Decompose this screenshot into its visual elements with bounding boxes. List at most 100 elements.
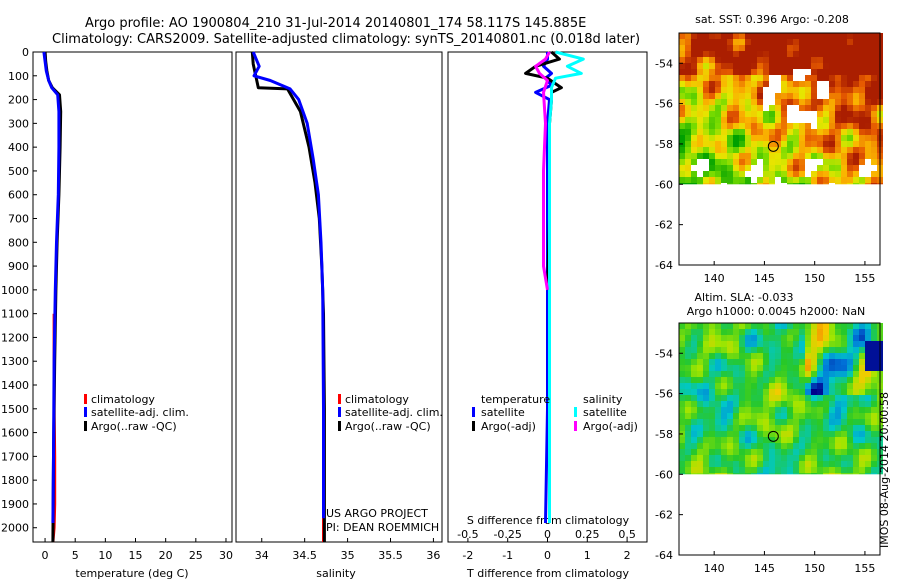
heatmap-cell <box>757 431 763 437</box>
x-tick-label: 155 <box>854 562 875 575</box>
heatmap-cell <box>823 323 829 329</box>
heatmap-cell <box>739 347 745 353</box>
heatmap-cell <box>763 105 769 111</box>
heatmap-cell <box>775 177 781 183</box>
heatmap-cell <box>727 341 733 347</box>
heatmap-cell <box>739 75 745 81</box>
heatmap-cell <box>787 39 793 45</box>
heatmap-cell <box>859 443 865 449</box>
heatmap-cell <box>775 105 781 111</box>
heatmap-cell <box>817 87 823 93</box>
heatmap-cell <box>769 371 775 377</box>
heatmap-cell <box>721 69 727 75</box>
heatmap-cell <box>757 75 763 81</box>
heatmap-cell <box>811 383 817 389</box>
heatmap-cell <box>763 99 769 105</box>
heatmap-cell <box>799 33 805 39</box>
heatmap-cell <box>697 449 703 455</box>
heatmap-cell <box>757 323 763 329</box>
heatmap-cell <box>793 347 799 353</box>
heatmap-cell <box>865 51 871 57</box>
heatmap-cell <box>847 425 853 431</box>
heatmap-cell <box>685 401 691 407</box>
heatmap-cell <box>751 347 757 353</box>
heatmap-cell <box>847 177 853 183</box>
heatmap-cell <box>793 449 799 455</box>
heatmap-cell <box>703 383 709 389</box>
heatmap-cell <box>733 111 739 117</box>
heatmap-cell <box>751 105 757 111</box>
heatmap-cell <box>799 141 805 147</box>
heatmap-cell <box>787 129 793 135</box>
heatmap-cell <box>769 365 775 371</box>
heatmap-cell <box>787 111 793 117</box>
heatmap-cell <box>745 87 751 93</box>
heatmap-cell <box>847 461 853 467</box>
heatmap-cell <box>829 431 835 437</box>
heatmap-cell <box>805 419 811 425</box>
heatmap-cell <box>835 461 841 467</box>
heatmap-cell <box>781 437 787 443</box>
heatmap-cell <box>799 461 805 467</box>
heatmap-cell <box>709 75 715 81</box>
heatmap-cell <box>751 437 757 443</box>
heatmap-cell <box>811 455 817 461</box>
heatmap-cell <box>847 33 853 39</box>
heatmap-cell <box>829 33 835 39</box>
heatmap-cell <box>745 359 751 365</box>
heatmap-cell <box>805 39 811 45</box>
x-tick-label: 34.5 <box>292 549 317 562</box>
heatmap-cell <box>865 99 871 105</box>
heatmap-cell <box>829 57 835 63</box>
heatmap-cell <box>709 87 715 93</box>
heatmap-cell <box>805 371 811 377</box>
y-tick-label: 400 <box>8 141 29 154</box>
heatmap-cell <box>757 141 763 147</box>
heatmap-cell <box>865 377 871 383</box>
heatmap-cell <box>817 341 823 347</box>
heatmap-cell <box>823 111 829 117</box>
heatmap-cell <box>715 419 721 425</box>
heatmap-cell <box>763 45 769 51</box>
heatmap-cell <box>721 45 727 51</box>
heatmap-cell <box>865 455 871 461</box>
heatmap-cell <box>691 437 697 443</box>
heatmap-cell <box>811 353 817 359</box>
heatmap-cell <box>793 39 799 45</box>
heatmap-cell <box>751 183 757 185</box>
heatmap-cell <box>841 383 847 389</box>
heatmap-cell <box>703 341 709 347</box>
heatmap-cell <box>727 425 733 431</box>
heatmap-cell <box>715 129 721 135</box>
heatmap-cell <box>853 177 859 183</box>
heatmap-cell <box>793 467 799 473</box>
heatmap-cell <box>793 57 799 63</box>
heatmap-cell <box>739 105 745 111</box>
heatmap-cell <box>859 323 865 329</box>
heatmap-cell <box>757 63 763 69</box>
heatmap-cell <box>823 63 829 69</box>
heatmap-cell <box>853 359 859 365</box>
heatmap-cell <box>781 425 787 431</box>
heatmap-cell <box>823 443 829 449</box>
heatmap-cell <box>727 467 733 473</box>
heatmap-cell <box>745 165 751 171</box>
heatmap-cell <box>871 467 877 473</box>
series-line-satelliteadjclim <box>42 51 61 524</box>
heatmap-cell <box>829 419 835 425</box>
heatmap-cell <box>679 323 685 329</box>
heatmap-cell <box>817 177 823 183</box>
sla-map-panel: Altim. SLA: -0.033 Argo h1000: 0.0045 h2… <box>655 291 883 575</box>
heatmap-cell <box>823 57 829 63</box>
heatmap-cell <box>781 347 787 353</box>
heatmap-cell <box>751 323 757 329</box>
heatmap-cell <box>805 383 811 389</box>
heatmap-cell <box>775 171 781 177</box>
heatmap-cell <box>781 329 787 335</box>
heatmap-cell <box>691 51 697 57</box>
heatmap-cell <box>751 407 757 413</box>
heatmap-cell <box>811 153 817 159</box>
heatmap-cell <box>769 177 775 183</box>
heatmap-cell <box>769 473 775 475</box>
heatmap-cell <box>805 413 811 419</box>
